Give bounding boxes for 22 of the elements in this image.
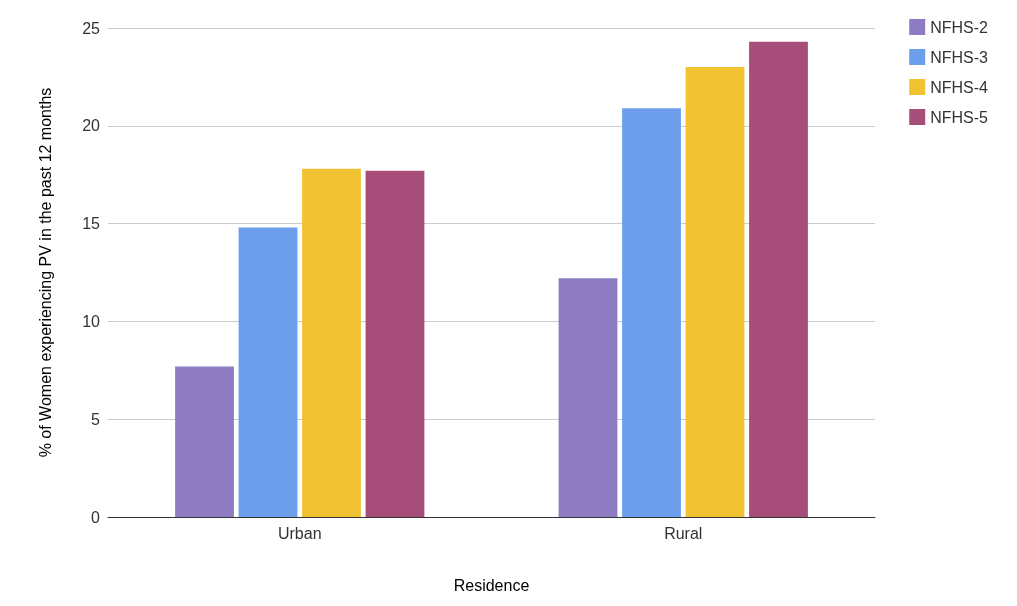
- bar: [365, 170, 425, 517]
- bar: [749, 41, 808, 517]
- bar: [622, 108, 681, 517]
- y-tick-label: 0: [91, 508, 101, 526]
- x-axis-title: Residence: [453, 576, 530, 594]
- legend-label: NFHS-5: [930, 108, 989, 126]
- y-tick-label: 25: [82, 19, 101, 37]
- x-tick-label: Urban: [277, 524, 322, 542]
- legend-label: NFHS-3: [930, 48, 989, 66]
- bar: [175, 366, 234, 517]
- legend-label: NFHS-2: [930, 18, 989, 36]
- bar: [558, 278, 618, 517]
- bar: [302, 168, 361, 517]
- bar: [685, 67, 745, 517]
- x-tick-label: Rural: [664, 524, 703, 542]
- y-tick-label: 15: [82, 215, 101, 233]
- y-tick-label: 20: [82, 117, 101, 135]
- bar: [238, 227, 298, 517]
- legend-label: NFHS-4: [930, 78, 989, 96]
- y-tick-label: 5: [91, 410, 101, 428]
- y-tick-label: 10: [82, 312, 101, 330]
- y-axis-title: % of Women experiencing PV in the past 12 months: [36, 87, 54, 458]
